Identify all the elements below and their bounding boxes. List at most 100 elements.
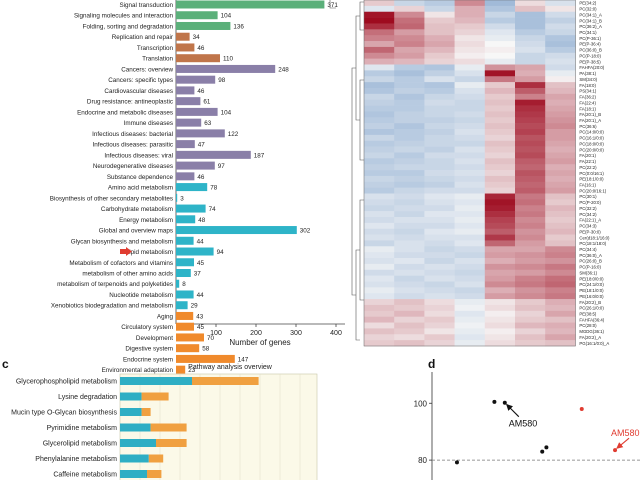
heatmap-cell (545, 41, 576, 48)
heatmap-cell (515, 340, 546, 347)
category-label: Infectious diseases: parasitic (92, 142, 173, 149)
heatmap-cell (545, 246, 576, 253)
heatmap-cell (545, 222, 576, 230)
category-label: Lysine degradation (58, 394, 117, 401)
heatmap-cell (454, 322, 486, 329)
heatmap-cell (394, 111, 425, 118)
x-axis-title: Number of genes (229, 338, 290, 347)
row-label: FA(20:2)_B (579, 300, 601, 305)
category-label: Pyrimidine metabolism (47, 425, 118, 432)
heatmap-cell (515, 211, 546, 218)
heatmap-cell (394, 234, 425, 241)
heatmap-cell (454, 158, 486, 165)
bar-segment (148, 454, 164, 463)
bar (176, 21, 231, 30)
heatmap-cell (424, 46, 455, 54)
heatmap-cell (484, 187, 516, 194)
row-label: PC(32:0) (579, 7, 597, 12)
heatmap-cell (364, 35, 395, 42)
heatmap-cell (515, 181, 546, 188)
heatmap-cell (515, 170, 546, 177)
heatmap-cell (484, 164, 516, 171)
heatmap-cell (364, 222, 395, 230)
row-label: FA(22:1) (579, 159, 596, 164)
heatmap-cell (394, 93, 425, 100)
row-label: PE(P-30:0) (579, 229, 601, 234)
row-label: PC(30:1) (579, 194, 597, 199)
category-label: Development (136, 335, 173, 342)
heatmap-cell (394, 82, 425, 89)
heatmap-cell (364, 129, 395, 136)
heatmap-cell (394, 199, 425, 206)
heatmap-cell (484, 304, 516, 312)
bar (176, 301, 188, 310)
heatmap-cell (454, 205, 486, 212)
category-label: Glycan biosynthesis and metabolism (71, 238, 173, 245)
heatmap-cell (364, 193, 395, 200)
heatmap-cell (364, 58, 395, 65)
panel-label-c: c (2, 357, 9, 371)
heatmap-cell (424, 211, 455, 218)
row-label: SM(34:0) (579, 77, 597, 82)
heatmap-cell (484, 252, 516, 259)
heatmap-cell (424, 76, 455, 83)
heatmap-cell (424, 287, 455, 294)
heatmap-cell (424, 328, 455, 335)
row-label: FA(18:1) (579, 106, 596, 111)
heatmap-cell (364, 64, 395, 71)
row-label: PC(34:2) (579, 212, 597, 217)
dendrogram-branch (329, 0, 336, 9)
heatmap-cell (484, 117, 516, 124)
heatmap-cell (364, 258, 395, 265)
bar (176, 236, 194, 245)
heatmap-cell (515, 64, 546, 71)
row-label: PC(34:1)_A (579, 12, 602, 17)
value-label: 34 (193, 34, 201, 41)
heatmap-cell (545, 99, 576, 106)
heatmap-cell (364, 52, 395, 59)
row-label: SM(36:1) (579, 270, 597, 275)
heatmap-cell (394, 117, 425, 124)
heatmap-cell (454, 269, 486, 276)
category-label: Digestive system (125, 346, 173, 353)
row-label: PC(0:0/16:1) (579, 171, 604, 176)
heatmap-cell (394, 129, 425, 136)
heatmap-cell (364, 216, 395, 224)
dendrogram-branch (359, 1, 364, 31)
row-label: PE(P-36:4) (579, 42, 601, 47)
heatmap-cell (545, 58, 576, 65)
heatmap-cell (454, 240, 486, 247)
row-label: PE(18:1/0:0) (579, 177, 604, 182)
category-label: Signaling molecules and interaction (74, 13, 174, 20)
heatmap-cell (424, 158, 455, 165)
dendrogram-branch (359, 79, 364, 161)
row-label: FA(20:1) (579, 153, 596, 158)
value-label: 122 (228, 131, 239, 138)
heatmap-cell (484, 258, 516, 265)
heatmap-cell (545, 310, 576, 317)
value-label: 8 (182, 281, 186, 288)
bar (176, 54, 220, 63)
heatmap-cell (515, 117, 546, 124)
category-label: Translation (142, 56, 173, 63)
heatmap-cell (364, 140, 395, 147)
data-point (544, 445, 549, 450)
heatmap-cell (515, 123, 546, 130)
bar (176, 161, 215, 170)
bar-segment (192, 377, 259, 385)
heatmap-cell (545, 152, 576, 159)
heatmap-cell (545, 304, 576, 312)
heatmap-cell (484, 129, 516, 136)
heatmap-cell (545, 52, 576, 59)
heatmap-cell (424, 263, 455, 271)
heatmap-cell (364, 234, 395, 241)
heatmap-cell (545, 299, 576, 306)
heatmap-cell (424, 164, 455, 171)
heatmap-cell (484, 293, 516, 300)
heatmap-cell (515, 304, 546, 312)
value-label: 47 (198, 142, 206, 149)
row-label: PE(16:0/0:0) (579, 294, 604, 299)
row-label: PC(36:0)_A (579, 253, 602, 258)
heatmap-cell (364, 70, 395, 77)
heatmap-cell (394, 0, 425, 7)
